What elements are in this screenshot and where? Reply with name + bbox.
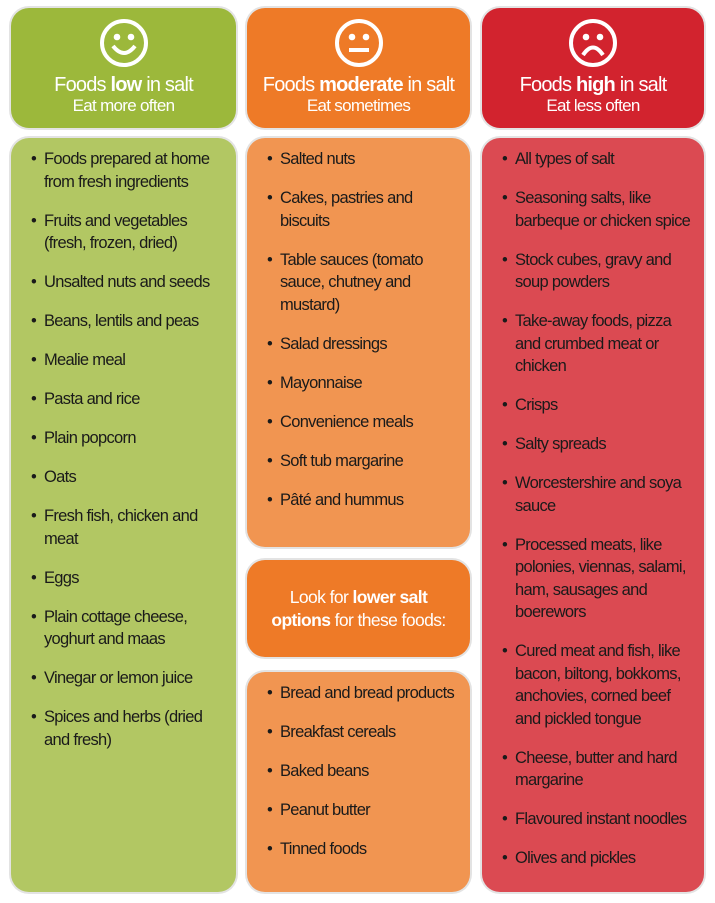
list-item: Unsalted nuts and seeds bbox=[31, 271, 228, 294]
list-item: Oats bbox=[31, 466, 228, 489]
moderate-salt-list: Salted nuts Cakes, pastries and biscuits T… bbox=[247, 138, 470, 511]
moderate-salt-header: Foods moderate in salt Eat sometimes bbox=[247, 8, 470, 128]
list-item: Cakes, pastries and biscuits bbox=[267, 187, 462, 232]
low-salt-header: Foods low in salt Eat more often bbox=[11, 8, 236, 128]
list-item: Table sauces (tomato sauce, chutney and … bbox=[267, 249, 462, 317]
high-salt-title: Foods high in salt bbox=[519, 74, 668, 96]
list-item: Convenience meals bbox=[267, 411, 462, 434]
list-item: Cured meat and fish, like bacon, biltong… bbox=[502, 640, 696, 730]
list-item: Fruits and vegetables (fresh, frozen, dr… bbox=[31, 210, 228, 255]
list-item: Take-away foods, pizza and crumbed meat … bbox=[502, 310, 696, 378]
list-item: Cheese, butter and hard margarine bbox=[502, 747, 696, 792]
lower-salt-callout: Look for lower salt options for these foo… bbox=[247, 560, 470, 657]
list-item: Eggs bbox=[31, 567, 228, 590]
list-item: Beans, lentils and peas bbox=[31, 310, 228, 333]
list-item: Salad dressings bbox=[267, 333, 462, 356]
list-item: Salty spreads bbox=[502, 433, 696, 456]
neutral-face-icon bbox=[334, 19, 383, 67]
list-item: Stock cubes, gravy and soup powders bbox=[502, 249, 696, 294]
low-salt-list: Foods prepared at home from fresh ingred… bbox=[11, 138, 236, 751]
list-item: All types of salt bbox=[502, 148, 696, 171]
list-item: Vinegar or lemon juice bbox=[31, 667, 228, 690]
list-item: Processed meats, like polonies, viennas,… bbox=[502, 534, 696, 624]
high-salt-header: Foods high in salt Eat less often bbox=[482, 8, 704, 128]
lower-salt-list-panel: Bread and bread products Breakfast cereal… bbox=[247, 672, 470, 892]
list-item: Foods prepared at home from fresh ingred… bbox=[31, 148, 228, 193]
smiley-face-icon bbox=[99, 19, 148, 67]
list-item: Crisps bbox=[502, 394, 696, 417]
high-salt-list-panel: All types of salt Seasoning salts, like b… bbox=[482, 138, 704, 892]
moderate-salt-subtitle: Eat sometimes bbox=[306, 96, 411, 115]
list-item: Peanut butter bbox=[267, 799, 462, 822]
list-item: Plain cottage cheese, yoghurt and maas bbox=[31, 606, 228, 651]
low-salt-list-panel: Foods prepared at home from fresh ingred… bbox=[11, 138, 236, 892]
list-item: Mayonnaise bbox=[267, 372, 462, 395]
list-item: Bread and bread products bbox=[267, 682, 462, 705]
list-item: Tinned foods bbox=[267, 838, 462, 861]
list-item: Flavoured instant noodles bbox=[502, 808, 696, 831]
list-item: Fresh fish, chicken and meat bbox=[31, 505, 228, 550]
list-item: Salted nuts bbox=[267, 148, 462, 171]
moderate-salt-title: Foods moderate in salt bbox=[262, 74, 455, 96]
low-salt-subtitle: Eat more often bbox=[72, 96, 175, 115]
low-salt-title: Foods low in salt bbox=[54, 74, 193, 96]
moderate-salt-list-panel: Salted nuts Cakes, pastries and biscuits T… bbox=[247, 138, 470, 547]
list-item: Pasta and rice bbox=[31, 388, 228, 411]
list-item: Worcestershire and soya sauce bbox=[502, 472, 696, 517]
list-item: Soft tub margarine bbox=[267, 450, 462, 473]
list-item: Breakfast cereals bbox=[267, 721, 462, 744]
lower-salt-list: Bread and bread products Breakfast cereal… bbox=[247, 672, 470, 861]
list-item: Seasoning salts, like barbeque or chicke… bbox=[502, 187, 696, 232]
sad-face-icon bbox=[569, 19, 617, 67]
list-item: Mealie meal bbox=[31, 349, 228, 372]
list-item: Pâté and hummus bbox=[267, 489, 462, 512]
list-item: Plain popcorn bbox=[31, 427, 228, 450]
list-item: Olives and pickles bbox=[502, 847, 696, 870]
list-item: Baked beans bbox=[267, 760, 462, 783]
high-salt-list: All types of salt Seasoning salts, like b… bbox=[482, 138, 704, 870]
list-item: Spices and herbs (dried and fresh) bbox=[31, 706, 228, 751]
high-salt-subtitle: Eat less often bbox=[546, 96, 640, 115]
